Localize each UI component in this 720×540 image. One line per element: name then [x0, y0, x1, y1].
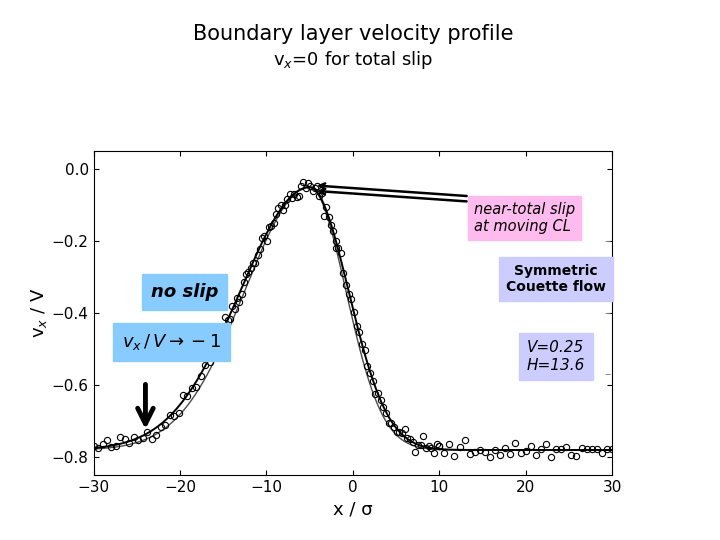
Text: V=0.25
H=13.6: V=0.25 H=13.6: [526, 340, 585, 373]
Text: Boundary layer velocity profile: Boundary layer velocity profile: [192, 24, 513, 44]
Text: $v_x\,/\,V \rightarrow -1$: $v_x\,/\,V \rightarrow -1$: [122, 332, 221, 352]
Text: no slip: no slip: [150, 282, 218, 301]
Text: –: –: [605, 235, 611, 248]
Text: –: –: [605, 307, 611, 320]
Y-axis label: v$_x$ / V: v$_x$ / V: [29, 288, 49, 339]
Text: –: –: [605, 368, 611, 381]
Text: Symmetric
Couette flow: Symmetric Couette flow: [506, 264, 606, 294]
Text: v$_{x}$=0 for total slip: v$_{x}$=0 for total slip: [273, 49, 433, 71]
Text: near-total slip
at moving CL: near-total slip at moving CL: [474, 201, 575, 234]
X-axis label: x / σ: x / σ: [333, 501, 373, 518]
